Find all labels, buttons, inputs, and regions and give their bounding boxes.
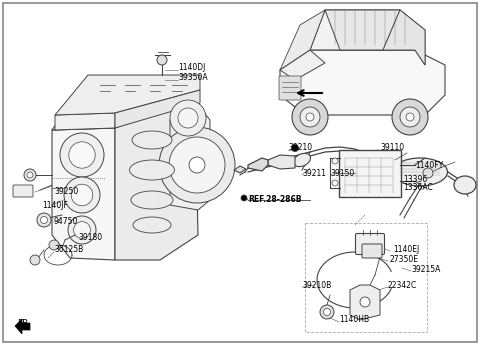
Circle shape [332,158,338,164]
Text: 1140HB: 1140HB [339,315,369,325]
Text: 1336AC: 1336AC [403,184,433,193]
Text: 39250: 39250 [54,187,78,197]
Text: 36125B: 36125B [54,246,83,255]
FancyBboxPatch shape [356,234,384,255]
Circle shape [49,240,59,250]
Polygon shape [15,319,30,334]
Polygon shape [55,113,115,130]
Polygon shape [325,10,400,50]
Circle shape [40,217,48,224]
Polygon shape [115,90,200,128]
Circle shape [332,180,338,186]
Circle shape [300,107,320,127]
Circle shape [60,133,104,177]
FancyBboxPatch shape [13,185,33,197]
Circle shape [69,142,95,168]
Ellipse shape [454,176,476,194]
Polygon shape [268,155,295,169]
Circle shape [169,137,225,193]
Polygon shape [52,128,115,260]
Ellipse shape [393,158,447,186]
Polygon shape [350,285,380,320]
Text: 1140EJ: 1140EJ [393,245,419,254]
Circle shape [324,308,331,315]
Text: 39150: 39150 [330,168,354,177]
Circle shape [292,99,328,135]
Circle shape [189,157,205,173]
Circle shape [68,216,96,244]
Text: 22342C: 22342C [388,280,417,289]
Circle shape [64,177,100,213]
Text: 1140DJ: 1140DJ [178,63,205,72]
Polygon shape [55,75,200,115]
Ellipse shape [131,191,173,209]
Text: 94750: 94750 [54,217,78,226]
Polygon shape [170,105,210,210]
Text: 13396: 13396 [403,175,427,184]
FancyBboxPatch shape [362,244,382,258]
Text: 39210B: 39210B [302,280,331,289]
Circle shape [320,305,334,319]
Circle shape [170,100,206,136]
Circle shape [24,169,36,181]
Circle shape [241,195,247,201]
Text: 39180: 39180 [78,233,102,241]
Ellipse shape [293,154,311,167]
Ellipse shape [130,160,175,180]
Circle shape [392,99,428,135]
Circle shape [291,145,299,151]
FancyBboxPatch shape [339,150,401,197]
Circle shape [71,184,93,206]
Ellipse shape [132,131,172,149]
Polygon shape [280,50,325,80]
Circle shape [159,127,235,203]
Circle shape [360,297,370,307]
Polygon shape [52,88,195,130]
Text: 39110: 39110 [380,144,404,152]
Polygon shape [383,10,425,65]
Ellipse shape [133,217,171,233]
Polygon shape [310,10,425,65]
Polygon shape [115,100,198,260]
Text: 39210: 39210 [288,144,312,152]
Text: FR.: FR. [17,318,31,327]
Text: 39350A: 39350A [178,73,208,82]
Circle shape [37,213,51,227]
Text: 1140FY: 1140FY [415,160,443,169]
Polygon shape [280,10,325,70]
Circle shape [157,55,167,65]
Circle shape [423,168,433,178]
Circle shape [30,255,40,265]
Text: REF.28-286B: REF.28-286B [248,196,301,205]
Circle shape [178,108,198,128]
Polygon shape [248,158,268,171]
Circle shape [27,172,33,178]
Circle shape [73,221,90,238]
Text: 27350E: 27350E [390,255,419,264]
Circle shape [406,113,414,121]
Polygon shape [234,166,246,173]
Circle shape [306,113,314,121]
Text: 1140JF: 1140JF [42,200,68,209]
Text: 39215A: 39215A [411,265,440,274]
Polygon shape [280,50,445,115]
Text: 39211: 39211 [302,168,326,177]
FancyBboxPatch shape [279,76,301,100]
Circle shape [400,107,420,127]
